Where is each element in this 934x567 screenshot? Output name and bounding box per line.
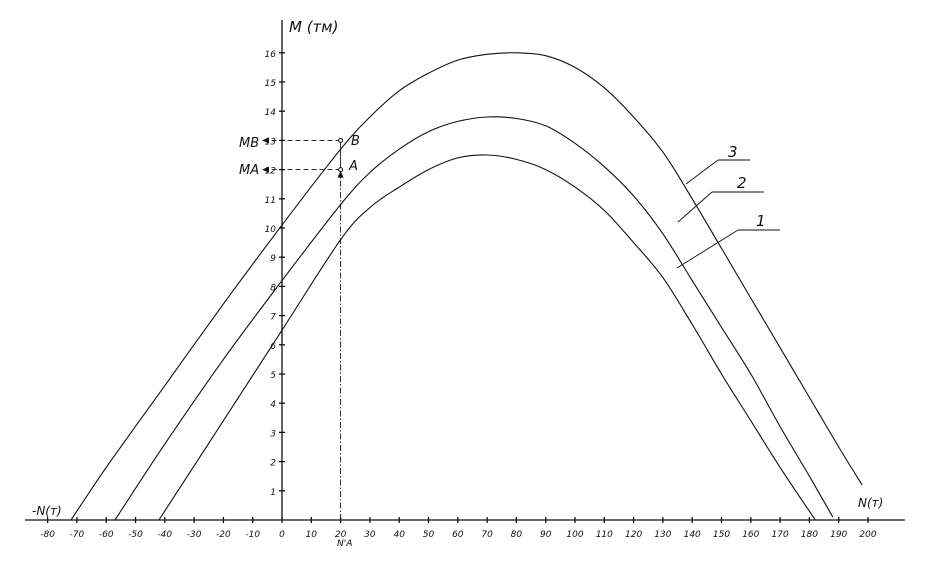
x-tick-label: -40 xyxy=(157,530,172,540)
curve-2 xyxy=(114,116,834,521)
x-axis-negative-title: -N(т) xyxy=(32,504,62,518)
x-tick-label: 10 xyxy=(306,530,318,540)
x-tick-label: -80 xyxy=(40,530,55,540)
ma-label: MA xyxy=(239,163,259,178)
y-tick-label: 13 xyxy=(265,137,277,147)
x-tick-label: 60 xyxy=(452,530,464,540)
x-tick-label: 70 xyxy=(481,530,493,540)
point-a-marker xyxy=(338,167,344,173)
y-axis-title: M (тм) xyxy=(289,18,338,36)
y-tick-label: 14 xyxy=(265,108,277,118)
x-tick-label: 110 xyxy=(596,530,613,540)
curve-label-2: 2 xyxy=(677,174,764,223)
curve-label-3: 3 xyxy=(685,143,750,185)
y-tick-label: 8 xyxy=(270,283,276,293)
x-tick-label: -70 xyxy=(70,530,85,540)
curve-1 xyxy=(158,154,816,521)
x-tick-label: 30 xyxy=(364,530,376,540)
y-tick-label: 3 xyxy=(270,429,276,439)
mb-label: MB xyxy=(239,136,259,151)
x-tick-label: 0 xyxy=(279,530,285,540)
y-tick-label: 16 xyxy=(265,50,277,60)
arrowhead xyxy=(262,166,269,173)
x-tick-label: 200 xyxy=(859,530,876,540)
x-tick-label: -30 xyxy=(187,530,202,540)
x-tick-label: 160 xyxy=(742,530,759,540)
curves xyxy=(70,52,863,521)
x-tick-label: -60 xyxy=(99,530,114,540)
x-tick-label: 100 xyxy=(566,530,583,540)
y-tick-label: 2 xyxy=(270,459,276,469)
svg-text:2: 2 xyxy=(737,174,747,192)
point-a-label: A xyxy=(348,159,358,174)
y-tick-label: 11 xyxy=(265,196,276,206)
x-tick-label: 140 xyxy=(684,530,701,540)
y-tick-label: 10 xyxy=(265,225,277,235)
svg-text:3: 3 xyxy=(728,143,738,161)
guide-lines xyxy=(262,44,344,520)
y-tick-label: 15 xyxy=(265,79,277,89)
svg-text:1: 1 xyxy=(756,212,766,230)
x-tick-label: -50 xyxy=(128,530,143,540)
x-tick-label: 190 xyxy=(830,530,847,540)
x-ticks: -80 -70 -60 -50 -40 -30 -20 -10 0 10 20 30 40 50 60 70 8… xyxy=(40,517,877,540)
arrowhead-up xyxy=(337,170,344,178)
y-tick-label: 1 xyxy=(270,488,276,498)
curve-3 xyxy=(70,52,863,521)
x-tick-label: 130 xyxy=(654,530,671,540)
x-axis-title: N(т) xyxy=(858,496,883,510)
y-tick-label: 7 xyxy=(270,313,276,323)
x-tick-label: 20 xyxy=(335,530,347,540)
y-tick-label: 6 xyxy=(270,342,276,352)
x-tick-label: -20 xyxy=(216,530,231,540)
arrowhead xyxy=(262,137,269,144)
point-b-label: B xyxy=(351,134,360,149)
curve-label-1: 1 xyxy=(676,212,780,269)
x-tick-label: 80 xyxy=(511,530,523,540)
na-label: N'A xyxy=(337,539,352,549)
y-tick-label: 5 xyxy=(270,371,276,381)
point-b-marker xyxy=(338,137,344,143)
x-tick-label: 50 xyxy=(423,530,435,540)
x-tick-label: 90 xyxy=(540,530,552,540)
x-tick-label: -10 xyxy=(245,530,260,540)
y-tick-label: 9 xyxy=(270,254,276,264)
x-tick-label: 180 xyxy=(801,530,818,540)
x-tick-label: 150 xyxy=(713,530,730,540)
x-tick-label: 170 xyxy=(772,530,789,540)
x-tick-label: 120 xyxy=(625,530,642,540)
y-tick-label: 12 xyxy=(265,167,277,177)
y-tick-label: 4 xyxy=(270,400,276,410)
x-tick-label: 40 xyxy=(393,530,405,540)
